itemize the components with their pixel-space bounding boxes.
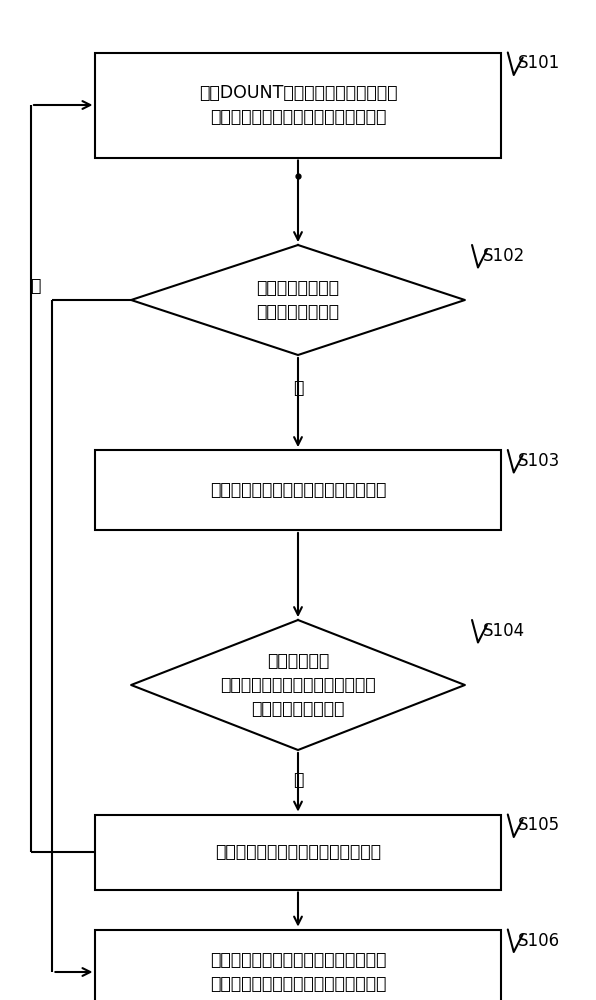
Bar bbox=[95, 450, 501, 530]
Text: S105: S105 bbox=[519, 816, 560, 834]
Bar bbox=[95, 814, 501, 890]
Polygon shape bbox=[131, 620, 465, 750]
Text: 发送重新采集焦平面离焦图像的指令: 发送重新采集焦平面离焦图像的指令 bbox=[215, 843, 381, 861]
Text: S102: S102 bbox=[483, 247, 524, 265]
Text: 判断各星点的低阶
波前相差是否连续: 判断各星点的低阶 波前相差是否连续 bbox=[256, 279, 340, 321]
Text: 是: 是 bbox=[293, 771, 303, 789]
Text: 是: 是 bbox=[30, 277, 41, 295]
Text: 否: 否 bbox=[293, 379, 303, 397]
Text: 利用DOUNT快速算法计算望远镜的焦
平面离焦图像中各星点的低阶波前信息: 利用DOUNT快速算法计算望远镜的焦 平面离焦图像中各星点的低阶波前信息 bbox=[198, 84, 398, 126]
Text: S104: S104 bbox=[483, 622, 524, 640]
Text: 利用预先构建的图像文本生成模型对各
展示点的细节图像进行自然语言描述。: 利用预先构建的图像文本生成模型对各 展示点的细节图像进行自然语言描述。 bbox=[210, 951, 386, 993]
Polygon shape bbox=[131, 245, 465, 355]
Text: S103: S103 bbox=[519, 452, 560, 470]
Text: 根据预设调节幅度生成离焦量调节指令: 根据预设调节幅度生成离焦量调节指令 bbox=[210, 481, 386, 499]
Text: S101: S101 bbox=[519, 54, 560, 73]
Bar bbox=[95, 52, 501, 157]
Text: S106: S106 bbox=[519, 932, 560, 950]
Text: 判断望远镜是
否按照调节幅度在初始离焦量的基
础上自动增加离焦量: 判断望远镜是 否按照调节幅度在初始离焦量的基 础上自动增加离焦量 bbox=[220, 652, 376, 718]
Bar bbox=[95, 930, 501, 1000]
